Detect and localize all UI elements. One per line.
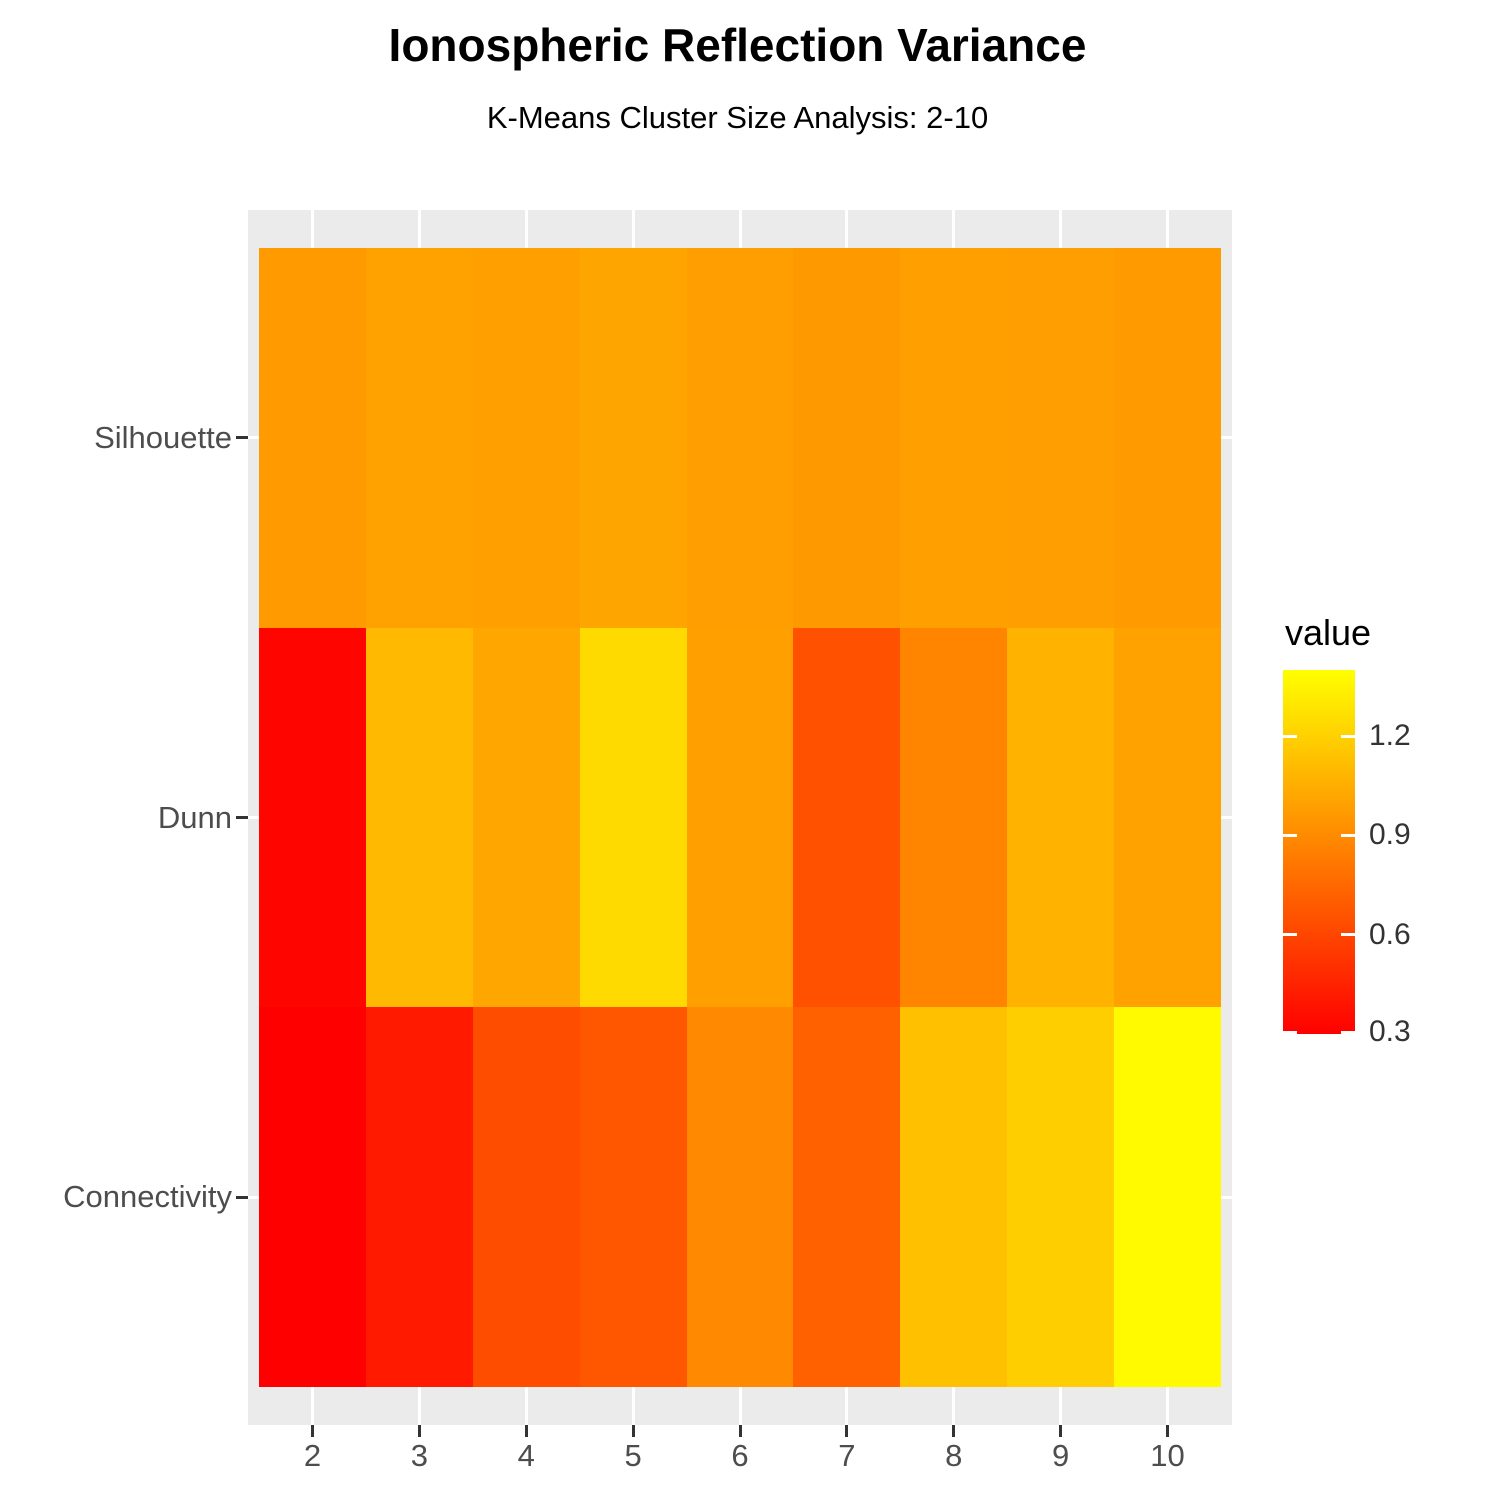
heatmap-cell: [793, 1007, 901, 1387]
y-axis-tick: [236, 1195, 248, 1199]
legend-tick-mark: [1341, 933, 1355, 937]
x-axis-label: 10: [1150, 1438, 1185, 1473]
heatmap-cell: [365, 248, 473, 628]
y-axis-label: Silhouette: [94, 419, 232, 455]
x-axis-label: 8: [945, 1438, 963, 1473]
heatmap-cell: [472, 627, 580, 1008]
x-axis-label: 4: [517, 1438, 535, 1473]
x-axis-tick: [310, 1425, 314, 1437]
y-axis-tick: [236, 816, 248, 819]
x-axis-ticks: [259, 1425, 1221, 1437]
heatmap-cell: [259, 248, 366, 628]
heatmap-cell: [686, 1007, 794, 1387]
heatmap-cell: [686, 248, 794, 628]
heatmap-cell: [900, 627, 1008, 1008]
legend-tick-mark: [1341, 734, 1355, 738]
y-axis-labels: Silhouette Dunn Connectivity: [0, 248, 232, 1387]
x-axis-label: 2: [303, 1438, 322, 1473]
legend-tick-label: 1.2: [1369, 719, 1411, 753]
y-axis-label: Dunn: [157, 799, 232, 835]
x-axis-label: 7: [838, 1438, 856, 1473]
x-axis-tick: [845, 1425, 849, 1437]
x-axis-label: 9: [1052, 1438, 1070, 1473]
y-axis-ticks: [236, 248, 248, 1387]
x-axis-label: 6: [731, 1438, 749, 1473]
heatmap-cell: [793, 248, 901, 628]
heatmap-cell: [1114, 627, 1221, 1008]
plot-panel: [248, 210, 1232, 1425]
legend-tick-mark: [1341, 1030, 1355, 1034]
heatmap-cell: [1114, 1007, 1221, 1387]
heatmap-cell: [1007, 248, 1115, 628]
heatmap-cell: [259, 627, 366, 1008]
heatmap-cell: [1114, 248, 1221, 628]
heatmap-cell: [900, 1007, 1008, 1387]
x-axis-tick: [1059, 1425, 1063, 1437]
heatmap-cell: [472, 248, 580, 628]
x-axis-tick: [1166, 1425, 1170, 1437]
y-axis-tick: [236, 436, 248, 440]
legend-tick-labels: 1.2 0.9 0.6 0.3: [1369, 670, 1494, 1048]
y-axis-label: Connectivity: [63, 1179, 232, 1215]
heatmap-cell: [472, 1007, 580, 1387]
heatmap-cell: [579, 248, 687, 628]
legend-tick-mark: [1283, 1030, 1297, 1034]
heatmap-cell: [259, 1007, 366, 1387]
legend-title: value: [1285, 612, 1372, 653]
legend-tick-label: 0.9: [1369, 818, 1411, 852]
x-axis-tick: [417, 1425, 421, 1437]
x-axis-tick: [524, 1425, 528, 1437]
legend-tick-mark: [1283, 933, 1297, 937]
legend-tick-mark: [1341, 833, 1355, 837]
plot-title: Ionospheric Reflection Variance: [388, 19, 1087, 71]
heatmap-cell: [686, 627, 794, 1008]
legend: value 1.2 0.9 0.6 0.3: [1283, 612, 1498, 1087]
x-axis-tick: [738, 1425, 742, 1437]
heatmap-cell: [900, 248, 1008, 628]
x-axis-tick: [631, 1425, 635, 1437]
heatmap-cell: [365, 1007, 473, 1387]
legend-gradient-bar: [1283, 670, 1355, 1034]
x-axis-labels: 2 3 4 5 6 7 8 9 10: [259, 1438, 1221, 1482]
x-axis-label: 5: [624, 1438, 642, 1473]
heatmap-cell: [579, 1007, 687, 1387]
heatmap-cell: [579, 627, 687, 1008]
legend-tick-mark: [1283, 833, 1297, 837]
x-axis-label: 3: [410, 1438, 428, 1473]
x-axis-tick: [952, 1425, 956, 1437]
legend-tick-label: 0.3: [1369, 1015, 1411, 1048]
heatmap-cell: [1007, 1007, 1115, 1387]
legend-tick-label: 0.6: [1369, 917, 1411, 951]
heatmap-cell: [365, 627, 473, 1008]
legend-tick-mark: [1283, 734, 1297, 738]
plot-subtitle: K-Means Cluster Size Analysis: 2-10: [486, 100, 989, 135]
heatmap-cell: [793, 627, 901, 1008]
heatmap-cell: [1007, 627, 1115, 1008]
heatmap-tiles: [259, 248, 1221, 1387]
